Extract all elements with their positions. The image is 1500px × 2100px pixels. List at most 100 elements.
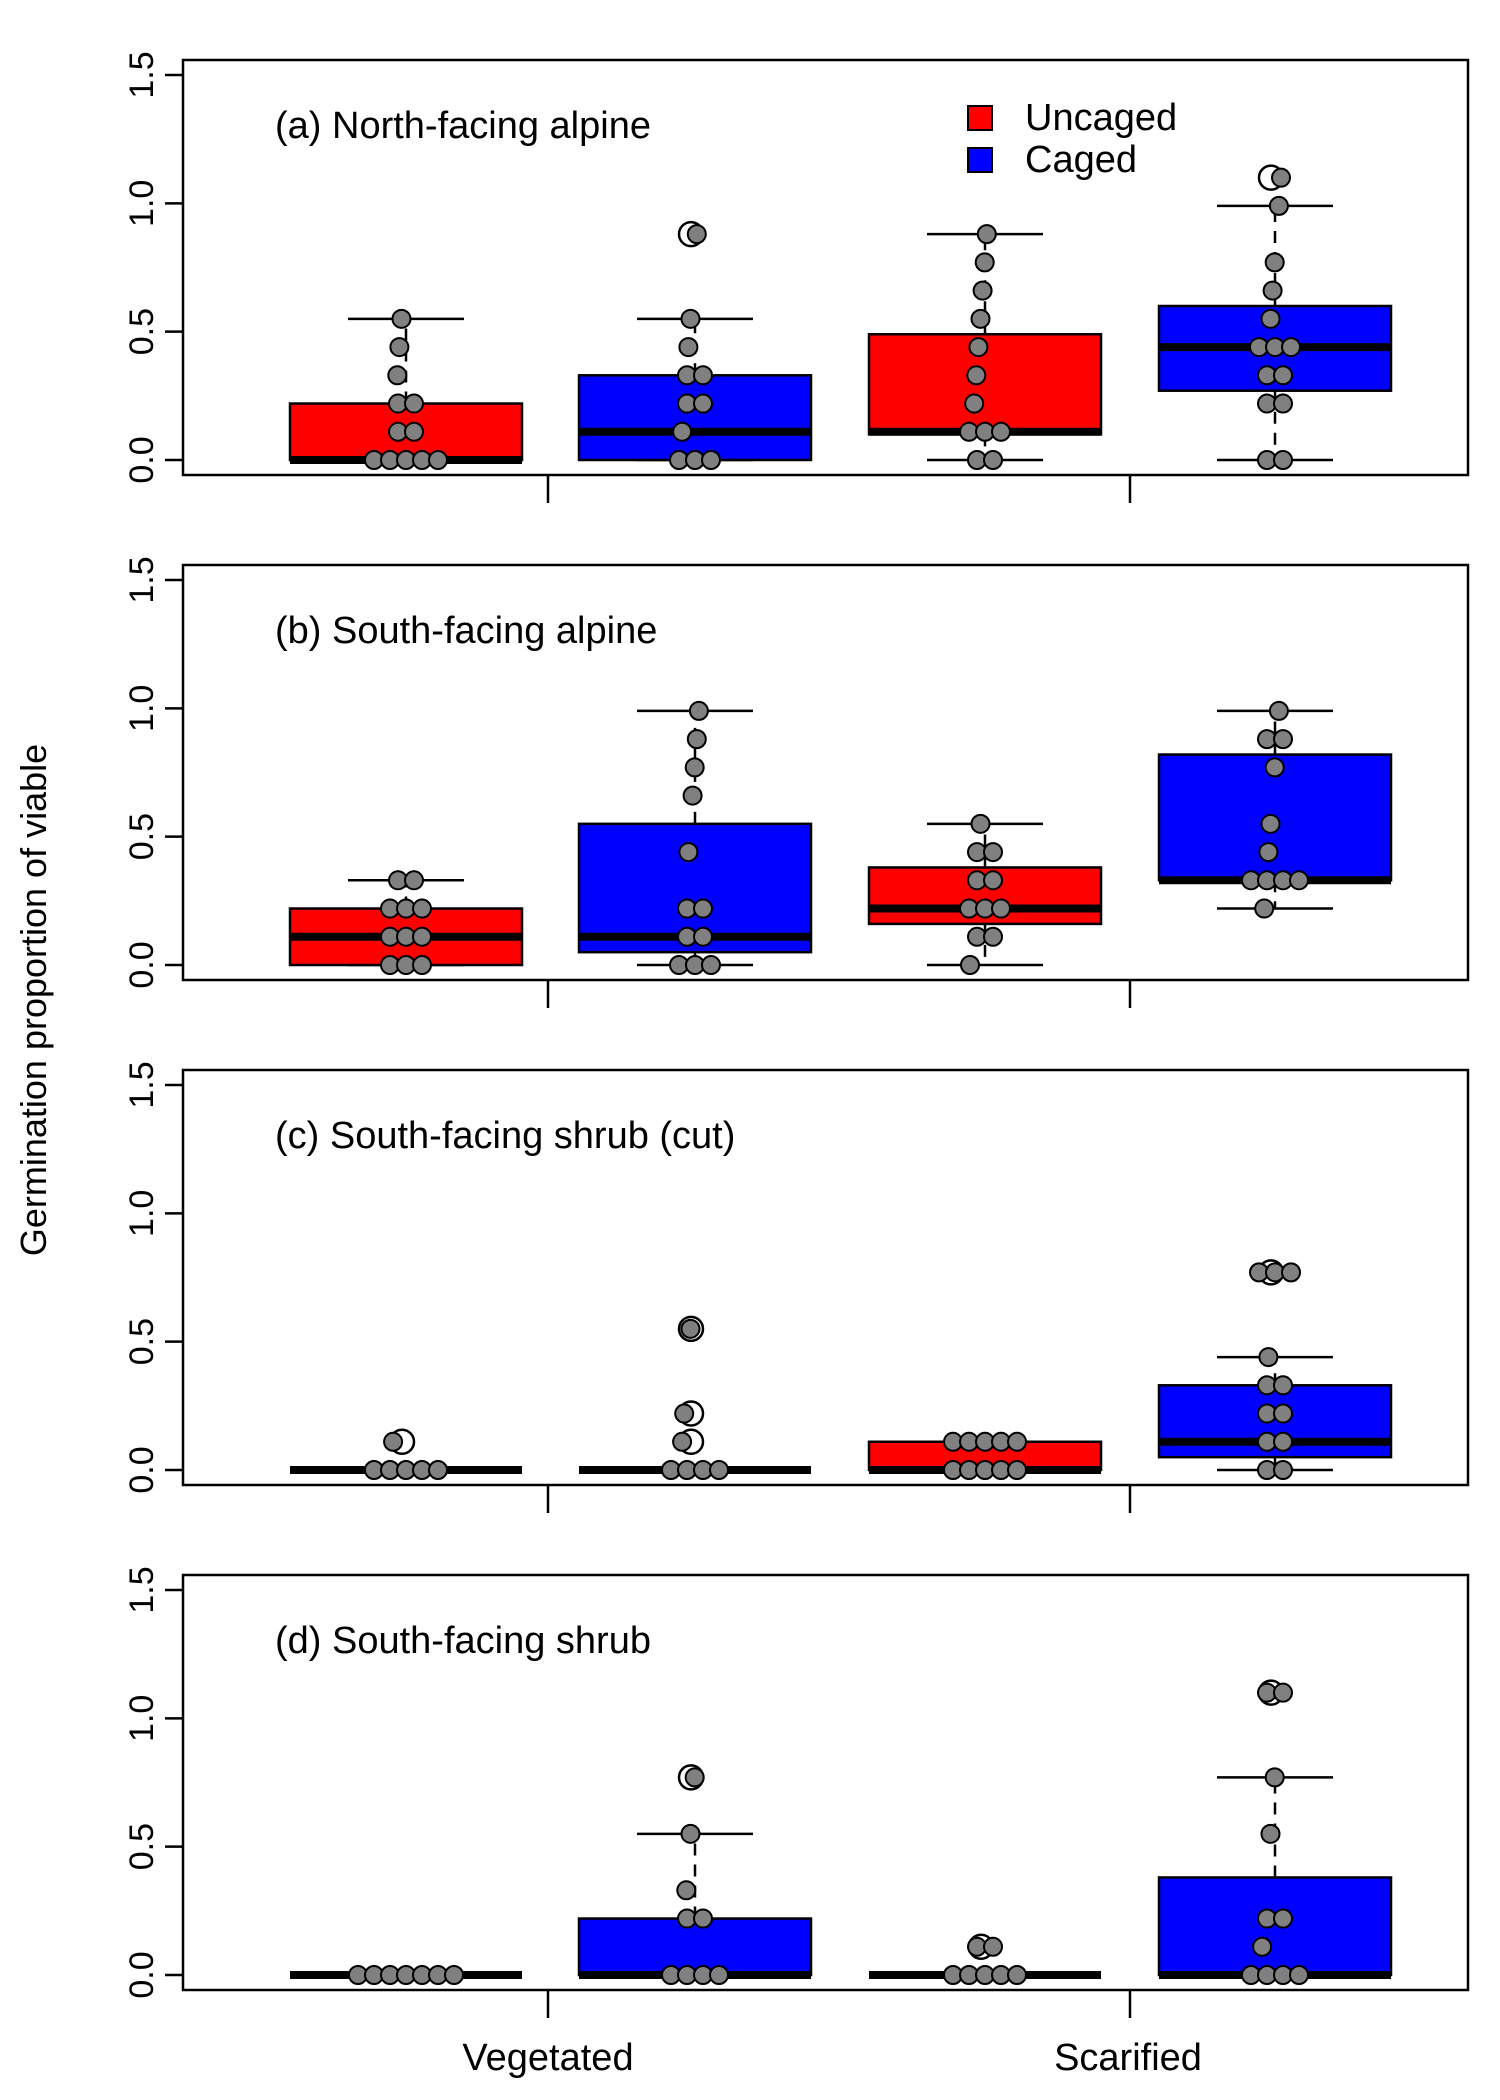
panel-title: (b) South-facing alpine: [275, 610, 657, 652]
data-point: [686, 224, 707, 245]
data-point: [964, 393, 985, 414]
data-point: [444, 1965, 464, 1985]
panel-title: (c) South-facing shrub (cut): [275, 1115, 735, 1157]
data-point: [1273, 1682, 1293, 1703]
data-point: [1281, 337, 1301, 358]
panel-frame: [181, 563, 1470, 982]
data-point: [674, 1403, 695, 1424]
box-caged-vegetated: [577, 700, 813, 975]
data-point: [389, 337, 410, 358]
y-axis-label: Germination proportion of viable: [13, 744, 54, 1256]
box-uncaged-vegetated: [290, 1965, 522, 1985]
data-point: [1264, 252, 1285, 273]
box-caged-scarified: [1157, 1679, 1393, 1985]
data-point: [1260, 1823, 1281, 1844]
panel-2: 0.0 0.5 1.0 1.5 (b) South-facing alpine: [123, 556, 1470, 1008]
y-tick-label: 1.5: [123, 1566, 161, 1613]
y-tick-label: 0.5: [123, 813, 161, 860]
panel-title: (a) North-facing alpine: [275, 105, 651, 147]
data-point: [412, 955, 432, 975]
data-point: [1262, 280, 1283, 301]
data-point: [976, 224, 997, 245]
data-point: [672, 421, 693, 442]
data-point: [991, 421, 1011, 442]
data-point: [983, 450, 1003, 470]
data-point: [680, 1823, 701, 1844]
data-point: [672, 1431, 693, 1452]
legend-label-caged: Caged: [1025, 139, 1137, 181]
data-point: [678, 337, 699, 358]
data-point: [960, 955, 980, 975]
data-point: [1273, 1908, 1293, 1929]
data-point: [1007, 1965, 1027, 1985]
data-point: [701, 450, 721, 470]
y-tick-label: 1.0: [123, 1190, 161, 1237]
data-point: [404, 393, 424, 414]
panel-3: 0.0 0.5 1.0 1.5 (c) South-facing shrub (cut): [123, 1061, 1470, 1513]
box-uncaged-vegetated: [288, 870, 524, 975]
data-point: [972, 280, 993, 301]
data-point: [428, 450, 448, 470]
y-tick-label: 1.5: [123, 1061, 161, 1108]
data-point: [968, 337, 989, 358]
data-point: [682, 785, 703, 806]
box-caged-vegetated: [577, 1764, 813, 1985]
data-point: [1007, 1460, 1027, 1480]
data-point: [1289, 870, 1309, 891]
box-uncaged-scarified: [867, 813, 1103, 975]
data-point: [412, 926, 432, 947]
data-point: [1273, 393, 1293, 414]
data-point: [974, 252, 995, 273]
legend-label-uncaged: Uncaged: [1025, 97, 1177, 139]
box-uncaged-scarified: [869, 1933, 1101, 1985]
data-point: [693, 1908, 713, 1929]
box-caged-scarified: [1157, 164, 1393, 470]
data-point: [970, 308, 991, 329]
data-point: [684, 757, 705, 778]
panels: 0.0 0.5 1.0 1.5 (a) North-facing alpine Uncag…: [123, 51, 1470, 2018]
data-point: [966, 365, 987, 386]
data-point: [1254, 898, 1275, 919]
y-tick-label: 1.0: [123, 1695, 161, 1742]
data-point: [680, 308, 701, 329]
data-point: [1281, 1262, 1301, 1283]
data-point: [991, 898, 1011, 919]
data-point: [1260, 308, 1281, 329]
box-caged-vegetated: [577, 220, 813, 470]
box-body: [577, 1917, 813, 1977]
y-tick-label: 0.0: [123, 1951, 161, 1998]
data-point: [1268, 195, 1289, 216]
box-uncaged-vegetated: [290, 1428, 522, 1480]
y-tick-label: 0.5: [123, 308, 161, 355]
y-tick-label: 0.5: [123, 1318, 161, 1365]
data-point: [983, 1936, 1003, 1957]
data-point: [676, 1880, 697, 1901]
data-point: [709, 1460, 729, 1480]
data-point: [970, 813, 991, 834]
data-point: [701, 955, 721, 975]
data-point: [693, 365, 713, 386]
data-point: [983, 842, 1003, 863]
data-point: [693, 393, 713, 414]
box-body: [1157, 1876, 1393, 1977]
data-point: [686, 729, 707, 750]
data-point: [387, 365, 408, 386]
data-point: [983, 870, 1003, 891]
data-point: [1273, 1460, 1293, 1480]
data-point: [1268, 700, 1289, 721]
x-label-vegetated: Vegetated: [462, 2037, 633, 2079]
data-point: [404, 421, 424, 442]
data-point: [693, 926, 713, 947]
panel-1: 0.0 0.5 1.0 1.5 (a) North-facing alpine Uncag…: [123, 51, 1470, 503]
data-point: [1258, 842, 1279, 863]
panel-frame: [181, 1068, 1470, 1487]
data-point: [680, 1318, 701, 1339]
data-point: [1273, 365, 1293, 386]
data-point: [1007, 1431, 1027, 1452]
data-point: [428, 1460, 448, 1480]
y-tick-label: 0.0: [123, 1446, 161, 1493]
data-point: [1264, 757, 1285, 778]
data-point: [391, 308, 412, 329]
y-tick-label: 1.0: [123, 180, 161, 227]
